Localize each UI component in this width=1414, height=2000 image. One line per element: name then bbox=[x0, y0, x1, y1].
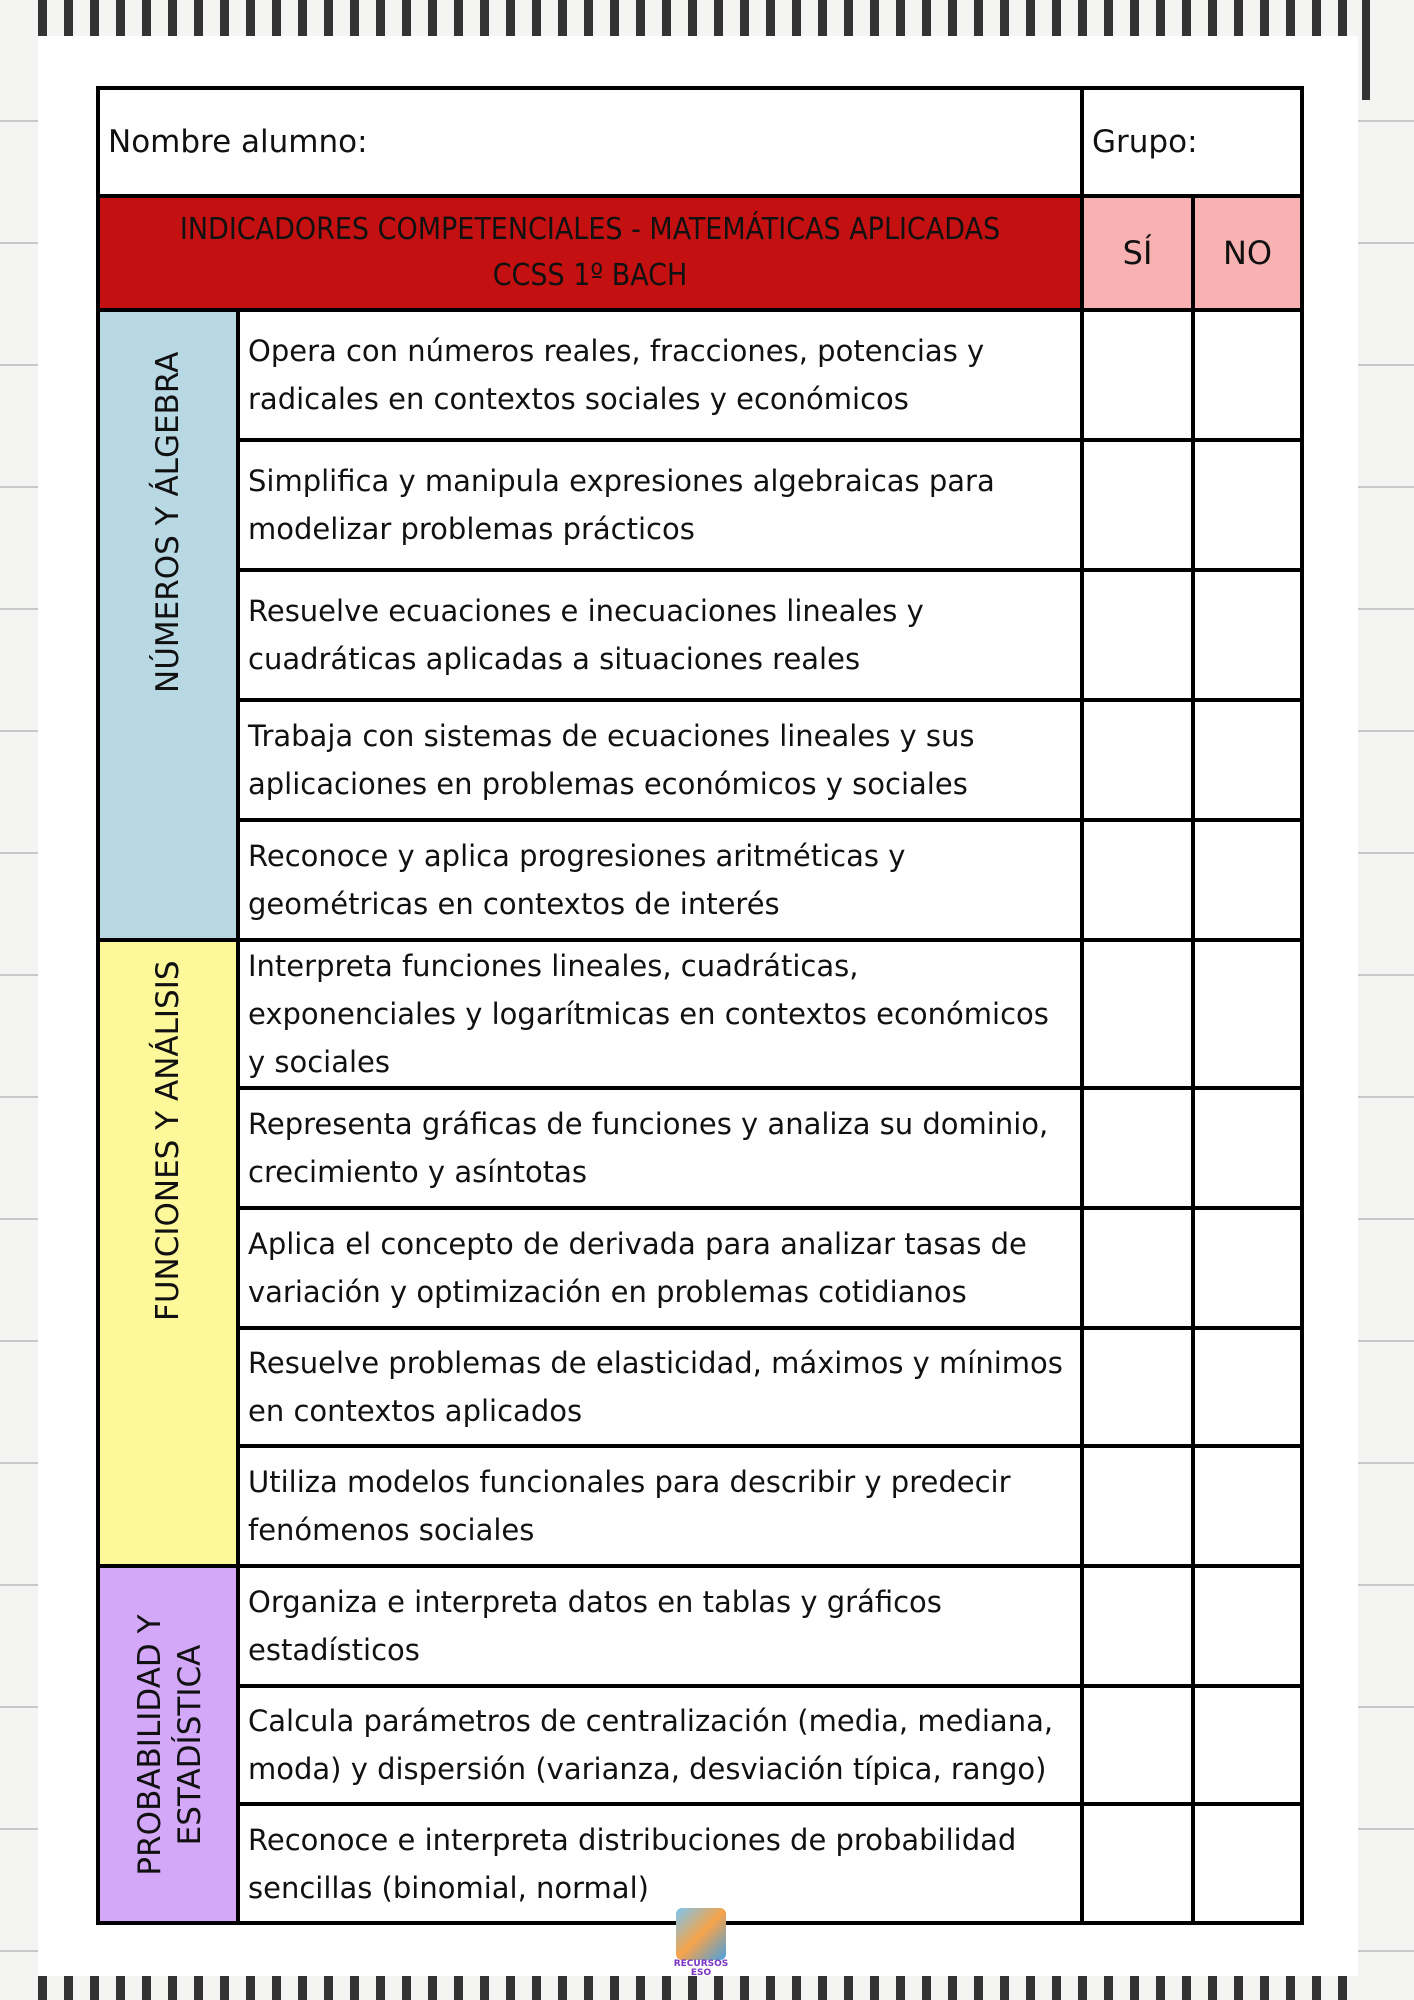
no-checkbox-cell[interactable] bbox=[1191, 1564, 1305, 1688]
yes-checkbox-cell[interactable] bbox=[1080, 1326, 1196, 1448]
bottom-stripes bbox=[38, 1976, 1358, 2000]
yes-checkbox-cell[interactable] bbox=[1080, 438, 1196, 572]
student-name-label: Nombre alumno: bbox=[108, 124, 368, 160]
indicator-row: Trabaja con sistemas de ecuaciones linea… bbox=[98, 698, 1305, 822]
indicator-text: Trabaja con sistemas de ecuaciones linea… bbox=[235, 698, 1085, 822]
yes-checkbox-cell[interactable] bbox=[1080, 1086, 1196, 1210]
no-header: NO bbox=[1191, 194, 1305, 312]
yes-checkbox-cell[interactable] bbox=[1080, 1206, 1196, 1330]
no-checkbox-cell[interactable] bbox=[1191, 568, 1305, 702]
yes-checkbox-cell[interactable] bbox=[1080, 818, 1196, 942]
competency-checklist: Nombre alumno: Grupo: INDICADORES COMPET… bbox=[95, 86, 1305, 1925]
table-title: INDICADORES COMPETENCIALES - MATEMÁTICAS… bbox=[95, 194, 1085, 312]
indicator-text: Interpreta funciones lineales, cuadrátic… bbox=[235, 938, 1085, 1090]
indicator-row: PROBABILIDAD Y ESTADÍSTICA Organiza e int… bbox=[96, 1564, 1305, 1925]
yes-header: SÍ bbox=[1080, 194, 1196, 312]
yes-checkbox-cell[interactable] bbox=[1080, 1564, 1196, 1688]
no-checkbox-cell[interactable] bbox=[1191, 308, 1305, 442]
logo-text: RECURSOS ESO bbox=[673, 1959, 729, 1978]
indicator-row: NÚMEROS Y ÁLGEBRA Opera con números reale… bbox=[96, 308, 1305, 942]
student-name-field[interactable]: Nombre alumno: bbox=[95, 86, 1085, 198]
indicator-text: Resuelve problemas de elasticidad, máxim… bbox=[235, 1326, 1085, 1448]
category-label: FUNCIONES Y ANÁLISIS bbox=[96, 938, 240, 1568]
indicator-text: Resuelve ecuaciones e inecuaciones linea… bbox=[235, 568, 1085, 702]
indicator-text: Opera con números reales, fracciones, po… bbox=[235, 308, 1085, 442]
no-checkbox-cell[interactable] bbox=[1191, 1684, 1305, 1806]
indicator-row: Utiliza modelos funcionales para describ… bbox=[98, 1444, 1305, 1568]
no-checkbox-cell[interactable] bbox=[1191, 698, 1305, 822]
yes-checkbox-cell[interactable] bbox=[1080, 698, 1196, 822]
indicator-row: Resuelve ecuaciones e inecuaciones linea… bbox=[98, 568, 1305, 702]
indicator-text: Representa gráficas de funciones y anali… bbox=[235, 1086, 1085, 1210]
category-label: NÚMEROS Y ÁLGEBRA bbox=[96, 308, 240, 942]
indicator-row: Representa gráficas de funciones y anali… bbox=[98, 1086, 1305, 1210]
indicator-text: Utiliza modelos funcionales para describ… bbox=[235, 1444, 1085, 1568]
no-checkbox-cell[interactable] bbox=[1191, 1326, 1305, 1448]
indicator-text: Calcula parámetros de centralización (me… bbox=[235, 1684, 1085, 1806]
no-checkbox-cell[interactable] bbox=[1191, 1086, 1305, 1210]
indicator-text: Organiza e interpreta datos en tablas y … bbox=[235, 1564, 1085, 1688]
no-checkbox-cell[interactable] bbox=[1191, 1802, 1305, 1925]
indicator-row: Reconoce y aplica progresiones aritmétic… bbox=[98, 818, 1305, 942]
yes-checkbox-cell[interactable] bbox=[1080, 938, 1196, 1090]
indicator-row: Calcula parámetros de centralización (me… bbox=[98, 1684, 1305, 1806]
no-checkbox-cell[interactable] bbox=[1191, 1206, 1305, 1330]
indicator-text: Reconoce e interpreta distribuciones de … bbox=[235, 1802, 1085, 1925]
yes-checkbox-cell[interactable] bbox=[1080, 308, 1196, 442]
yes-checkbox-cell[interactable] bbox=[1080, 1684, 1196, 1806]
indicator-row: Reconoce e interpreta distribuciones de … bbox=[98, 1802, 1305, 1925]
indicator-text: Simplifica y manipula expresiones algebr… bbox=[235, 438, 1085, 572]
indicator-row: Aplica el concepto de derivada para anal… bbox=[98, 1206, 1305, 1330]
top-stripes bbox=[38, 0, 1358, 36]
indicator-row: Simplifica y manipula expresiones algebr… bbox=[98, 438, 1305, 572]
no-checkbox-cell[interactable] bbox=[1191, 438, 1305, 572]
recursos-eso-logo bbox=[676, 1908, 726, 1960]
group-field[interactable]: Grupo: bbox=[1080, 86, 1305, 198]
group-label: Grupo: bbox=[1092, 124, 1198, 160]
indicator-text: Reconoce y aplica progresiones aritmétic… bbox=[235, 818, 1085, 942]
category-label: PROBABILIDAD Y ESTADÍSTICA bbox=[96, 1564, 240, 1925]
indicator-row: FUNCIONES Y ANÁLISIS Interpreta funciones… bbox=[96, 938, 1305, 1568]
indicator-row: Resuelve problemas de elasticidad, máxim… bbox=[98, 1326, 1305, 1448]
yes-checkbox-cell[interactable] bbox=[1080, 568, 1196, 702]
yes-checkbox-cell[interactable] bbox=[1080, 1444, 1196, 1568]
side-bar bbox=[1362, 0, 1370, 100]
no-checkbox-cell[interactable] bbox=[1191, 1444, 1305, 1568]
yes-checkbox-cell[interactable] bbox=[1080, 1802, 1196, 1925]
indicator-text: Aplica el concepto de derivada para anal… bbox=[235, 1206, 1085, 1330]
no-checkbox-cell[interactable] bbox=[1191, 938, 1305, 1090]
no-checkbox-cell[interactable] bbox=[1191, 818, 1305, 942]
